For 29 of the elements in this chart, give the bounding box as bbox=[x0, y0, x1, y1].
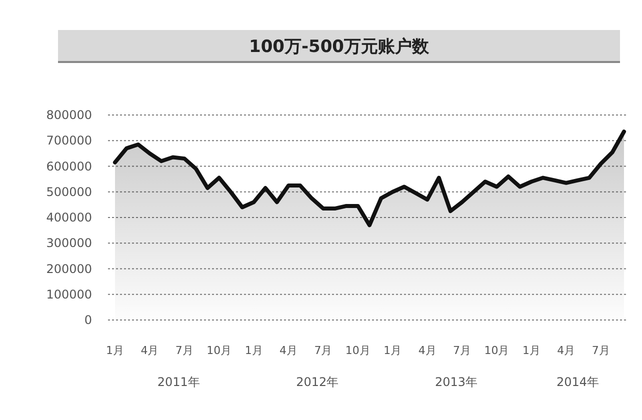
x-tick-label: 1月 bbox=[106, 344, 124, 357]
text: 2012年 bbox=[296, 375, 339, 389]
x-tick-label: 7月 bbox=[592, 344, 610, 357]
y-tick-label: 400000 bbox=[46, 210, 92, 224]
x-tick-label: 7月 bbox=[175, 344, 194, 357]
x-tick-label: 10月 bbox=[484, 344, 510, 357]
y-tick-label: 300000 bbox=[46, 236, 92, 250]
y-tick-label: 0 bbox=[84, 313, 92, 327]
x-tick-label: 10月 bbox=[206, 344, 232, 357]
y-tick-label: 200000 bbox=[46, 262, 92, 276]
x-tick-label: 4月 bbox=[280, 344, 298, 357]
text: 2014年 bbox=[556, 375, 599, 389]
x-tick-label: 4月 bbox=[557, 344, 576, 357]
chart-title: 100万-500万元账户数 bbox=[248, 37, 430, 57]
y-tick-label: 500000 bbox=[46, 184, 92, 199]
x-tick-label: 7月 bbox=[453, 344, 472, 357]
x-tick-label: 1月 bbox=[522, 344, 540, 357]
text: 2013年 bbox=[434, 375, 478, 389]
text: 2011年 bbox=[157, 375, 200, 389]
x-tick-label: 1月 bbox=[384, 344, 402, 357]
x-tick-label: 7月 bbox=[314, 344, 332, 357]
y-tick-label: 600000 bbox=[46, 159, 92, 174]
y-tick-label: 100000 bbox=[46, 287, 92, 302]
y-tick-label: 800000 bbox=[46, 108, 92, 122]
x-tick-label: 1月 bbox=[244, 344, 263, 357]
x-tick-label: 4月 bbox=[418, 344, 436, 357]
y-tick-label: 700000 bbox=[46, 134, 92, 148]
x-tick-label: 4月 bbox=[140, 344, 159, 357]
x-tick-label: 10月 bbox=[345, 344, 370, 357]
